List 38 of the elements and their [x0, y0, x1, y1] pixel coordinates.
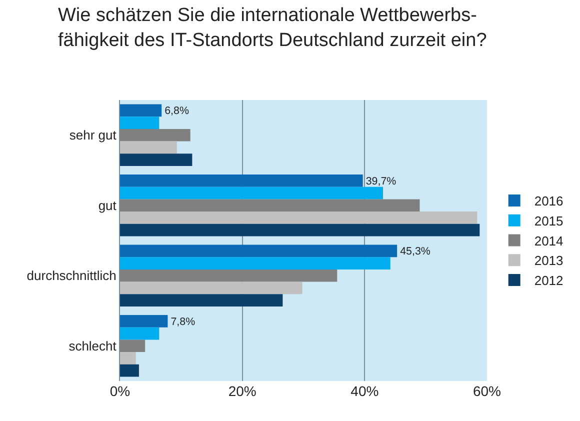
bar [120, 244, 398, 258]
bar [120, 294, 283, 307]
bar [120, 116, 160, 129]
bar [120, 327, 160, 340]
x-tick-label: 60% [472, 383, 502, 399]
bar [120, 364, 139, 377]
x-tick-label: 0% [110, 383, 130, 399]
y-tick-label: durchschnittlich [26, 268, 116, 284]
chart-title: Wie schätzen Sie die internationale Wettbewerbs- fähigkeit des IT-Standorts Deutschland zurzeit ein? [58, 5, 487, 51]
legend-label: 2012 [534, 273, 564, 288]
bar [120, 186, 384, 200]
bar [120, 199, 420, 212]
bar [120, 154, 192, 166]
bar [120, 314, 168, 328]
y-tick-label: schlecht [68, 338, 117, 354]
y-tick-label: sehr gut [69, 128, 117, 143]
bar [120, 352, 136, 364]
bar [120, 282, 302, 294]
bar [120, 104, 162, 117]
bar [120, 340, 146, 352]
x-tick-label: 40% [350, 383, 379, 399]
legend-label: 2013 [534, 253, 564, 268]
y-tick-label: gut [98, 198, 117, 213]
x-tick-label: 20% [228, 383, 256, 399]
bar [120, 174, 363, 187]
bar [120, 128, 190, 142]
bar [120, 212, 478, 224]
data-label: 39,7% [366, 175, 397, 188]
data-label: 7,8% [170, 316, 196, 328]
bar [120, 269, 338, 282]
legend-label: 2016 [534, 194, 564, 209]
bar [120, 257, 390, 270]
data-label: 45,3% [400, 246, 431, 258]
legend-label: 2014 [534, 233, 564, 248]
bar [120, 141, 177, 154]
legend-label: 2015 [534, 213, 564, 228]
bar [120, 224, 480, 236]
data-label: 6,8% [164, 105, 190, 118]
